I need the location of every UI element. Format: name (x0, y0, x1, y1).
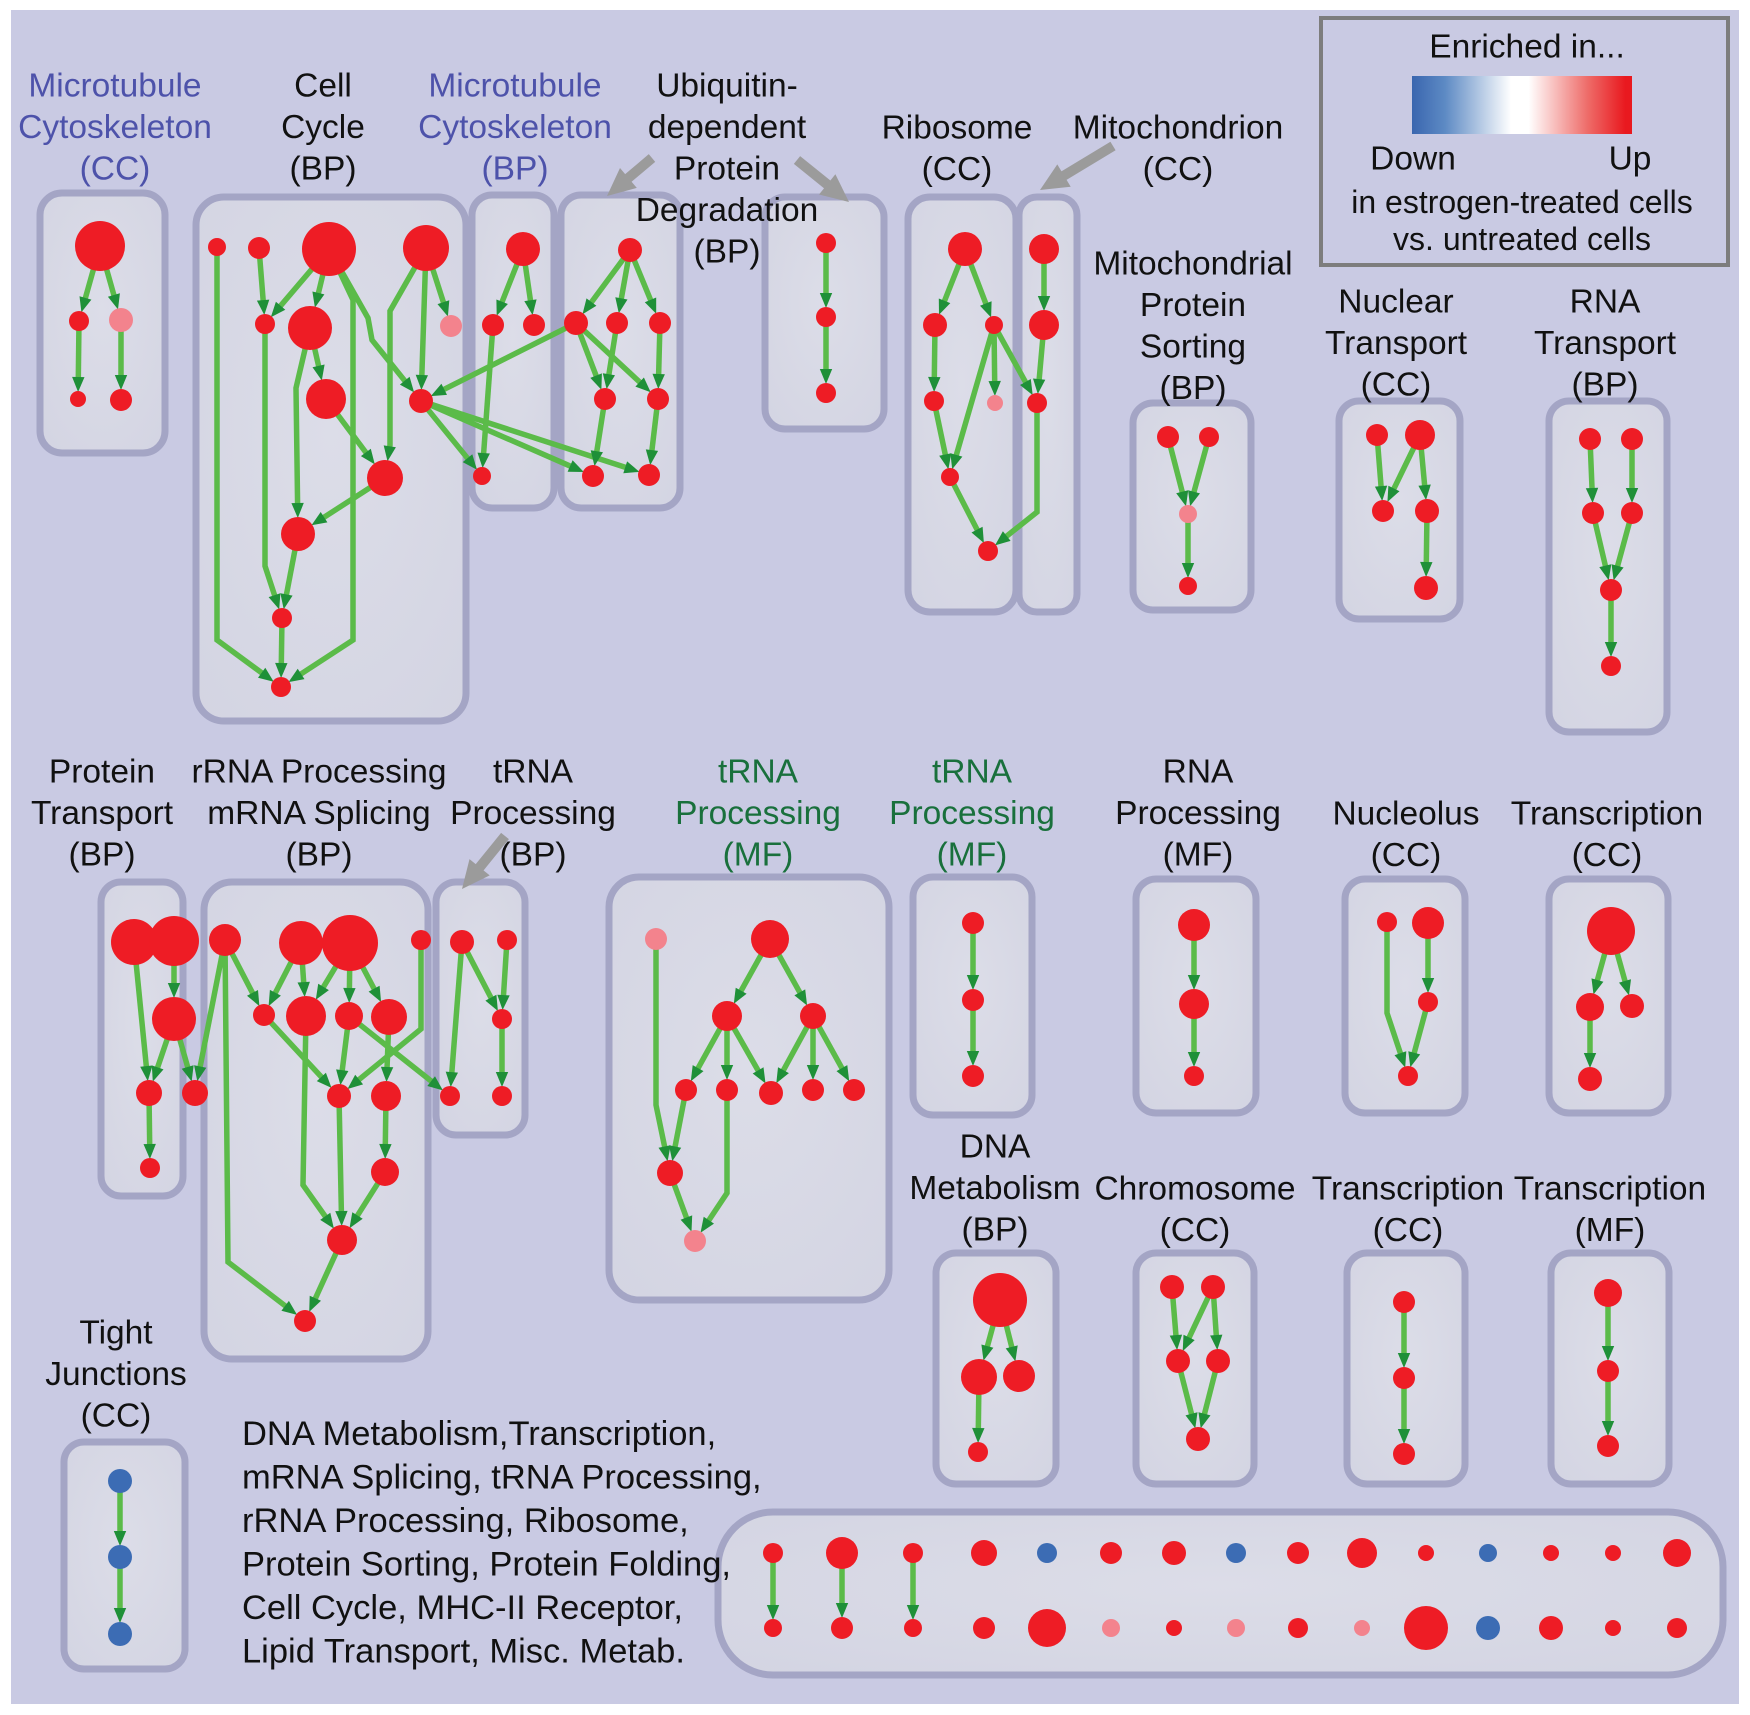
svg-text:Lipid Transport, Misc. Metab.: Lipid Transport, Misc. Metab. (242, 1633, 685, 1671)
svg-text:(BP): (BP) (500, 837, 567, 874)
svg-text:Processing: Processing (1115, 795, 1281, 832)
svg-text:mRNA Splicing, tRNA Processing: mRNA Splicing, tRNA Processing, (242, 1459, 762, 1497)
svg-text:(BP): (BP) (962, 1212, 1029, 1249)
svg-text:DNA Metabolism,Transcription,: DNA Metabolism,Transcription, (242, 1415, 716, 1453)
svg-text:(CC): (CC) (1371, 837, 1442, 874)
svg-text:(CC): (CC) (1361, 367, 1432, 404)
svg-text:tRNA: tRNA (718, 754, 799, 791)
svg-text:Transcription: Transcription (1514, 1171, 1706, 1208)
svg-text:rRNA Processing: rRNA Processing (191, 754, 446, 791)
svg-text:Transport: Transport (1325, 325, 1468, 362)
svg-text:(BP): (BP) (286, 837, 353, 874)
svg-text:(CC): (CC) (1160, 1212, 1231, 1249)
svg-text:(BP): (BP) (694, 234, 761, 271)
svg-text:Protein: Protein (1140, 287, 1246, 324)
svg-text:Microtubule: Microtubule (28, 68, 201, 105)
svg-text:(BP): (BP) (1572, 367, 1639, 404)
svg-text:tRNA: tRNA (493, 754, 574, 791)
svg-text:Transcription: Transcription (1511, 796, 1703, 833)
svg-text:Processing: Processing (889, 795, 1055, 832)
svg-text:Transport: Transport (31, 795, 174, 832)
svg-text:DNA: DNA (960, 1129, 1031, 1166)
svg-text:Tight: Tight (79, 1315, 153, 1352)
svg-text:Cytoskeleton: Cytoskeleton (418, 109, 612, 146)
svg-text:(MF): (MF) (1163, 837, 1234, 874)
svg-text:Enriched in...: Enriched in... (1429, 29, 1625, 66)
svg-text:vs. untreated cells: vs. untreated cells (1393, 221, 1651, 257)
svg-text:Protein: Protein (674, 151, 780, 188)
svg-text:Protein: Protein (49, 754, 155, 791)
svg-text:Nucleolus: Nucleolus (1332, 796, 1479, 833)
svg-text:Cycle: Cycle (281, 109, 365, 146)
svg-text:Chromosome: Chromosome (1094, 1171, 1295, 1208)
svg-text:(BP): (BP) (290, 151, 357, 188)
svg-text:Transport: Transport (1534, 325, 1677, 362)
svg-text:Processing: Processing (450, 795, 616, 832)
svg-text:Cell Cycle, MHC-II Receptor,: Cell Cycle, MHC-II Receptor, (242, 1589, 683, 1627)
svg-text:(MF): (MF) (937, 837, 1008, 874)
svg-text:Sorting: Sorting (1140, 329, 1246, 366)
svg-text:Cell: Cell (294, 68, 352, 105)
svg-text:Nuclear: Nuclear (1338, 284, 1453, 321)
svg-text:Protein Sorting, Protein Foldi: Protein Sorting, Protein Folding, (242, 1546, 731, 1584)
svg-text:Processing: Processing (675, 795, 841, 832)
svg-text:(CC): (CC) (1572, 837, 1643, 874)
svg-text:(BP): (BP) (69, 837, 136, 874)
svg-text:dependent: dependent (648, 109, 807, 146)
svg-text:(CC): (CC) (922, 151, 993, 188)
svg-text:(CC): (CC) (80, 151, 151, 188)
svg-text:rRNA Processing, Ribosome,: rRNA Processing, Ribosome, (242, 1502, 689, 1540)
svg-text:Cytoskeleton: Cytoskeleton (18, 109, 212, 146)
svg-text:Ubiquitin-: Ubiquitin- (656, 68, 798, 105)
svg-text:(CC): (CC) (1373, 1212, 1444, 1249)
svg-text:Down: Down (1370, 141, 1456, 178)
svg-text:tRNA: tRNA (932, 754, 1013, 791)
svg-text:RNA: RNA (1163, 754, 1234, 791)
svg-text:(MF): (MF) (723, 837, 794, 874)
svg-text:Metabolism: Metabolism (909, 1170, 1080, 1207)
svg-text:(CC): (CC) (81, 1398, 152, 1435)
svg-text:(MF): (MF) (1575, 1212, 1646, 1249)
svg-text:(BP): (BP) (482, 151, 549, 188)
svg-text:Mitochondrion: Mitochondrion (1073, 110, 1283, 147)
svg-text:in estrogen-treated cells: in estrogen-treated cells (1351, 184, 1693, 220)
svg-text:Degradation: Degradation (636, 192, 819, 229)
svg-text:Junctions: Junctions (45, 1356, 187, 1393)
svg-text:(BP): (BP) (1160, 370, 1227, 407)
svg-text:Transcription: Transcription (1312, 1171, 1504, 1208)
svg-text:RNA: RNA (1570, 284, 1641, 321)
svg-text:Microtubule: Microtubule (428, 68, 601, 105)
svg-text:mRNA Splicing: mRNA Splicing (207, 795, 430, 832)
svg-text:Mitochondrial: Mitochondrial (1093, 246, 1292, 283)
svg-text:Ribosome: Ribosome (882, 110, 1033, 147)
svg-text:(CC): (CC) (1143, 151, 1214, 188)
svg-text:Up: Up (1609, 141, 1652, 178)
